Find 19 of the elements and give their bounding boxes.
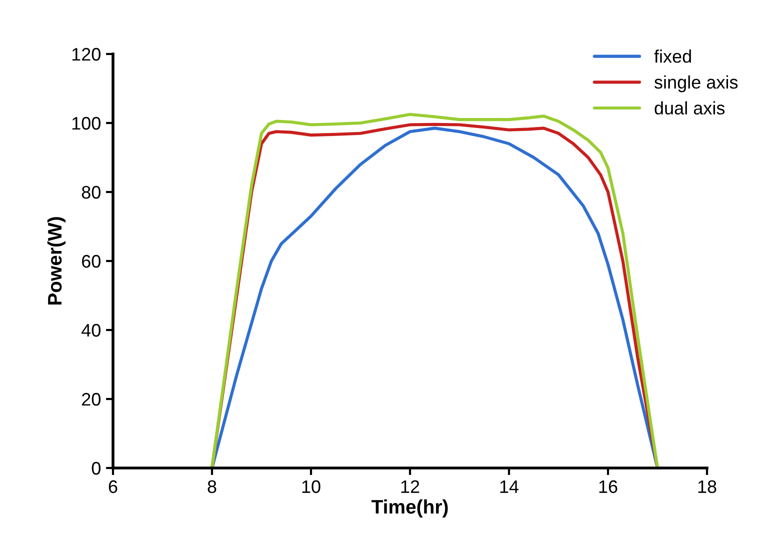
x-tick-label: 10	[302, 480, 320, 494]
y-axis-title: Power(W)	[47, 217, 66, 305]
y-tick-label: 80	[82, 186, 100, 199]
x-tick-label: 18	[698, 480, 716, 494]
x-tick-label: 14	[500, 480, 519, 493]
y-tick-label: 120	[72, 48, 100, 61]
x-tick-label: 16	[599, 480, 618, 494]
y-tick-label: 0	[92, 462, 100, 475]
y-tick-label: 60	[82, 254, 100, 268]
y-tick-label: 20	[82, 392, 100, 406]
x-tick-label: 8	[208, 480, 216, 494]
y-tick-label: 40	[82, 324, 100, 337]
legend-label: fixed	[654, 50, 691, 63]
y-tick-label: 100	[72, 116, 100, 130]
x-tick-label: 12	[401, 480, 420, 493]
x-axis-title: Time(hr)	[372, 499, 448, 518]
legend-label: dual axis	[654, 101, 725, 115]
legend-label: single axis	[654, 75, 738, 92]
x-tick-label: 6	[108, 480, 118, 494]
